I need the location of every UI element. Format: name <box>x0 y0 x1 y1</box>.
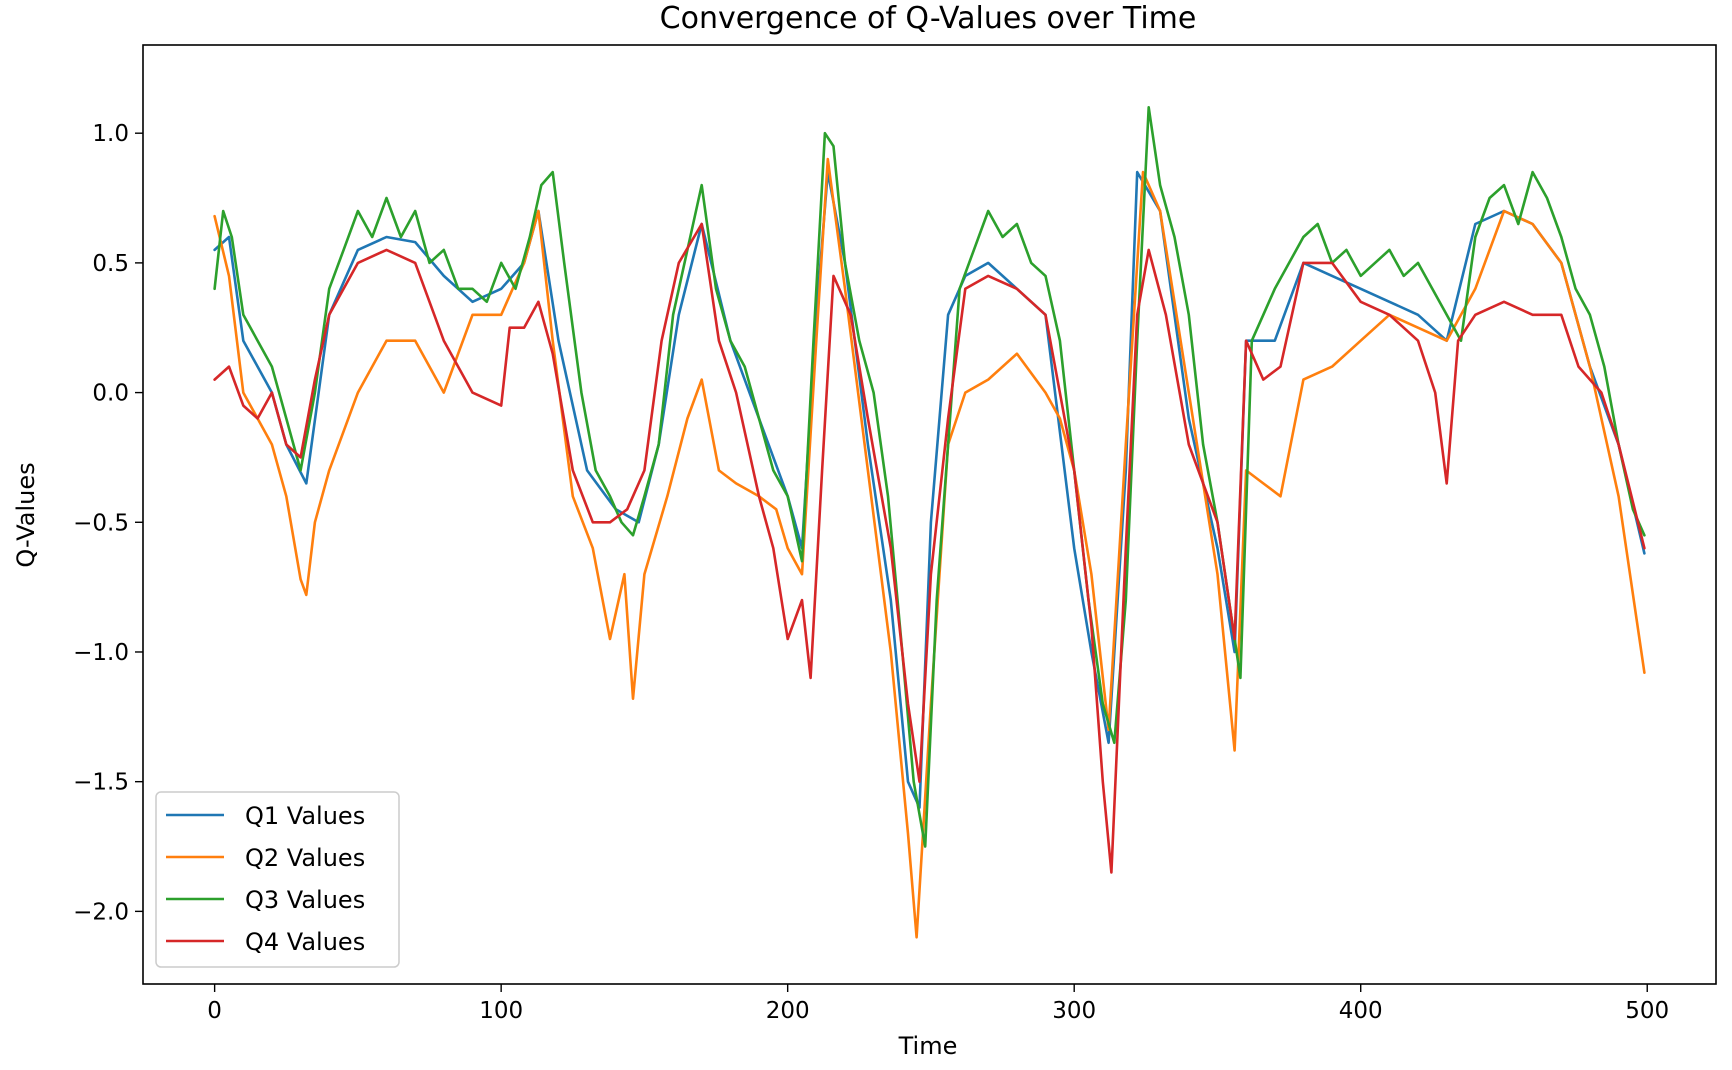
x-axis: 0 100 200 300 400 500 <box>207 984 1669 1024</box>
y-tick-label: 0.0 <box>92 381 129 407</box>
y-tick-label: −0.5 <box>73 510 129 536</box>
y-axis-label: Q-Values <box>12 462 40 567</box>
x-tick-label: 100 <box>479 998 523 1024</box>
series-line-q3 <box>213 106 1646 848</box>
legend-label-q4: Q4 Values <box>245 928 365 956</box>
y-tick-label: −1.0 <box>73 640 129 666</box>
x-tick-label: 0 <box>207 998 222 1024</box>
chart-title: Convergence of Q-Values over Time <box>660 1 1197 36</box>
x-tick-label: 400 <box>1339 998 1383 1024</box>
series-line-q4 <box>213 222 1646 874</box>
series-line-q2 <box>213 157 1646 939</box>
legend-label-q1: Q1 Values <box>245 802 365 830</box>
y-tick-label: −2.0 <box>73 899 129 925</box>
legend-box <box>155 791 400 968</box>
legend-label-q2: Q2 Values <box>245 844 365 872</box>
y-tick-label: 0.5 <box>92 251 129 277</box>
x-tick-label: 200 <box>766 998 810 1024</box>
y-tick-label: 1.0 <box>92 121 129 147</box>
y-axis: 1.0 0.5 0.0 −0.5 −1.0 −1.5 −2.0 <box>73 121 143 925</box>
legend-label-q3: Q3 Values <box>245 886 365 914</box>
x-tick-label: 500 <box>1625 998 1669 1024</box>
series-layer <box>213 106 1646 939</box>
plot-frame <box>142 44 1717 985</box>
y-tick-label: −1.5 <box>73 770 129 796</box>
legend: Q1 Values Q2 Values Q3 Values Q4 Values <box>155 791 400 968</box>
x-axis-label: Time <box>898 1032 958 1060</box>
x-tick-label: 300 <box>1052 998 1096 1024</box>
